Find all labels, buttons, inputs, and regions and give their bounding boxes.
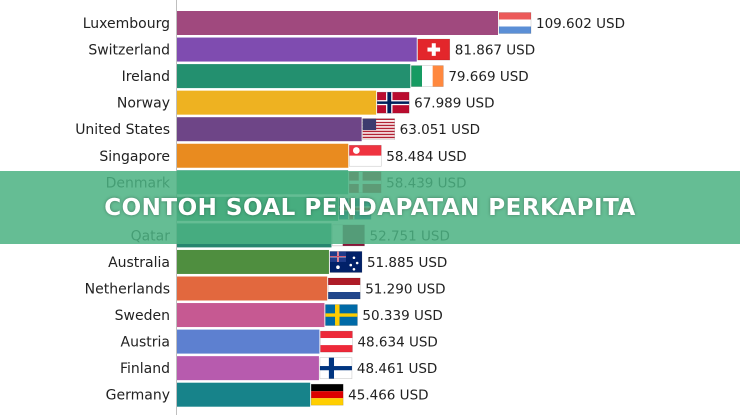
bar-11	[177, 303, 325, 328]
sweden-flag	[325, 304, 358, 326]
ireland-flag	[411, 65, 444, 87]
value-label: 109.602 USD	[536, 16, 625, 32]
value-label: 45.466 USD	[348, 388, 428, 404]
category-label: Luxembourg	[83, 16, 170, 32]
category-label: Finland	[120, 361, 170, 377]
value-label: 63.051 USD	[400, 122, 480, 138]
bar-3	[177, 90, 377, 115]
category-label: United States	[75, 122, 170, 138]
netherlands-flag	[327, 277, 361, 300]
category-label: Germany	[106, 388, 170, 404]
value-label: 48.634 USD	[357, 335, 437, 351]
australia-flag	[329, 251, 363, 273]
bar-5	[177, 143, 349, 168]
finland-flag	[319, 357, 353, 379]
bar-9	[177, 249, 329, 274]
bar-12	[177, 329, 320, 354]
austria-flag	[320, 330, 353, 353]
usa-flag	[362, 118, 395, 140]
value-label: 51.290 USD	[365, 282, 445, 298]
value-label: 67.989 USD	[414, 96, 494, 112]
banner-title: CONTOH SOAL PENDAPATAN PERKAPITA	[104, 194, 636, 221]
value-label: 79.669 USD	[448, 69, 528, 85]
value-label: 50.339 USD	[362, 308, 442, 324]
category-label: Netherlands	[85, 282, 170, 298]
category-label: Austria	[121, 335, 170, 351]
bar-0	[177, 11, 498, 35]
bar-14	[177, 382, 311, 407]
category-label: Sweden	[115, 308, 170, 324]
bar-13	[177, 356, 319, 381]
bar-1	[177, 37, 417, 62]
germany-flag	[310, 383, 344, 406]
category-label: Australia	[108, 255, 170, 271]
title-banner: CONTOH SOAL PENDAPATAN PERKAPITA	[0, 171, 740, 244]
bar-2	[177, 64, 411, 89]
bar-10	[177, 276, 328, 301]
value-label: 58.484 USD	[386, 149, 466, 165]
switzerland-flag	[417, 38, 451, 61]
category-label: Switzerland	[88, 43, 170, 59]
singapore-flag	[348, 144, 382, 167]
value-label: 81.867 USD	[455, 43, 535, 59]
category-label: Norway	[117, 96, 170, 112]
netherlands-like-flag	[498, 12, 532, 34]
category-label: Singapore	[99, 149, 170, 165]
norway-flag	[376, 91, 410, 114]
value-label: 48.461 USD	[357, 361, 437, 377]
value-label: 51.885 USD	[367, 255, 447, 271]
category-label: Ireland	[122, 69, 170, 85]
bar-4	[177, 117, 362, 142]
